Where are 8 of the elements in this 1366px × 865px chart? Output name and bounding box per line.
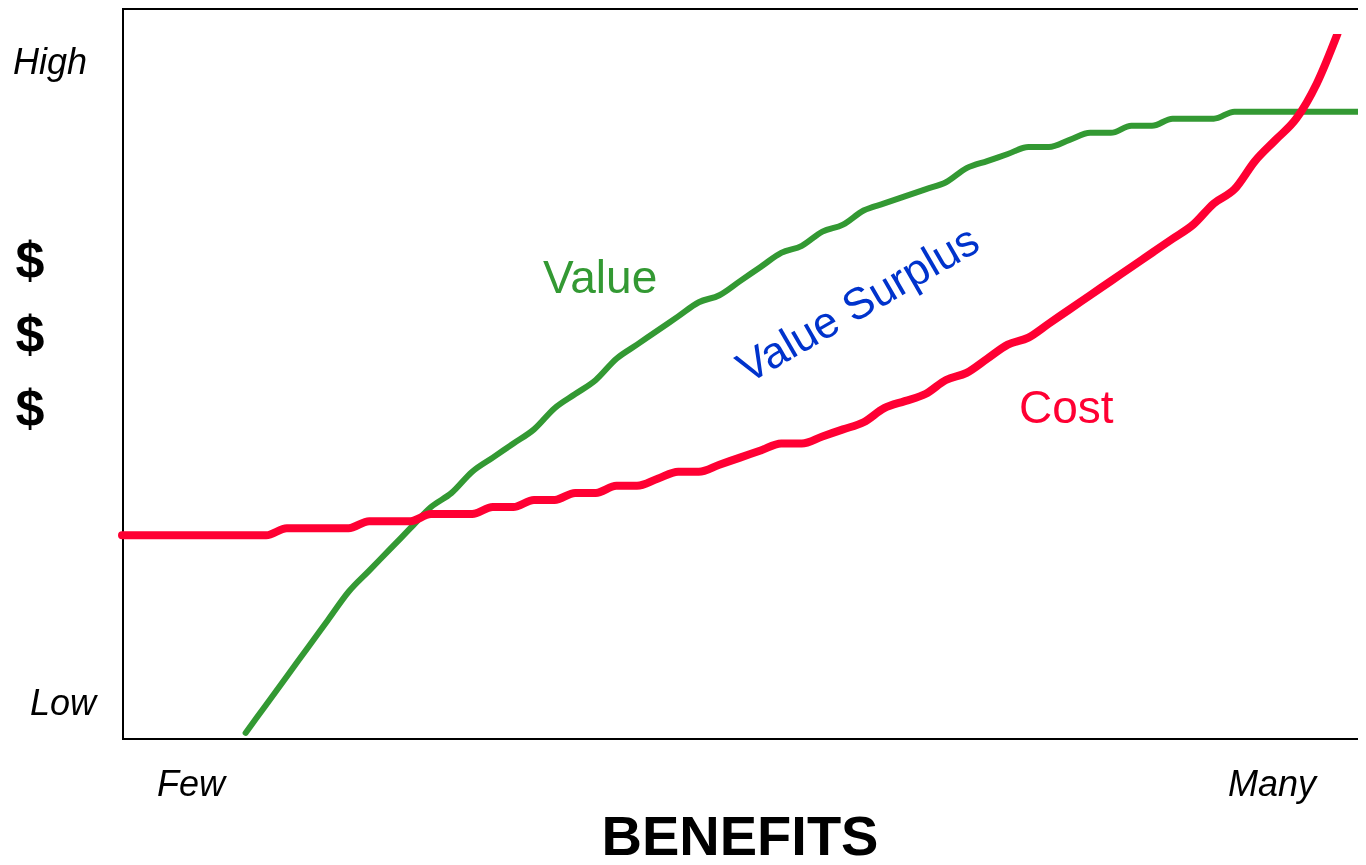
y-axis-title: $ $ $ bbox=[14, 230, 46, 439]
text: Many bbox=[1228, 763, 1317, 805]
series-label: Cost bbox=[1019, 380, 1114, 434]
text: Few bbox=[157, 763, 226, 805]
text: Low bbox=[30, 682, 97, 724]
x-axis-title: BENEFITS bbox=[600, 803, 880, 865]
series-label: Value bbox=[543, 250, 658, 304]
text: High bbox=[13, 41, 88, 83]
